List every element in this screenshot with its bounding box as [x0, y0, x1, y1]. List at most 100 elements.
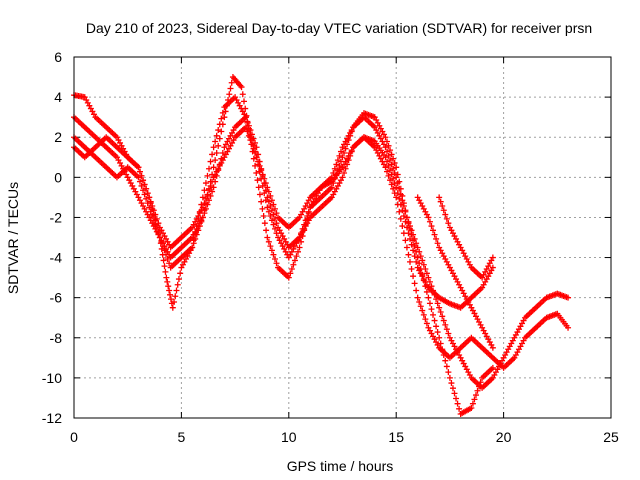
data-point — [419, 307, 426, 314]
data-point — [144, 190, 151, 197]
y-tick-label: 2 — [54, 129, 62, 145]
data-point — [149, 213, 156, 220]
data-point — [253, 154, 260, 161]
data-point — [268, 247, 275, 254]
data-point — [175, 276, 182, 283]
data-point — [408, 227, 415, 234]
data-point — [387, 147, 394, 154]
data-point — [416, 248, 423, 255]
data-point — [255, 184, 262, 191]
data-point — [206, 165, 213, 172]
data-point — [273, 260, 280, 267]
data-point — [385, 152, 392, 159]
data-point — [247, 137, 254, 144]
data-point — [448, 380, 455, 387]
data-point — [385, 172, 392, 179]
data-point — [388, 151, 395, 158]
data-point — [439, 313, 446, 320]
data-point — [204, 191, 211, 198]
data-point — [393, 184, 400, 191]
data-point — [267, 202, 274, 209]
data-point — [331, 165, 338, 172]
data-point — [437, 308, 444, 315]
data-point — [414, 244, 421, 251]
data-point — [337, 148, 344, 155]
data-point — [446, 374, 453, 381]
data-point — [407, 235, 414, 242]
data-point — [411, 280, 418, 287]
data-point — [425, 274, 432, 281]
data-point — [253, 144, 260, 151]
y-tick-label: -4 — [50, 250, 63, 266]
data-point — [153, 215, 160, 222]
data-point — [434, 300, 441, 307]
data-point — [165, 283, 172, 290]
data-point — [166, 260, 173, 267]
data-point — [216, 121, 223, 128]
data-point — [396, 195, 403, 202]
data-point — [150, 207, 157, 214]
data-point — [388, 161, 395, 168]
data-point — [210, 164, 217, 171]
data-point — [270, 221, 277, 228]
data-point — [247, 127, 254, 134]
data-point — [207, 192, 214, 199]
data-point — [454, 400, 461, 407]
data-point — [443, 326, 450, 333]
data-point — [417, 303, 424, 310]
data-point — [489, 264, 496, 271]
data-point — [264, 194, 271, 201]
data-point — [271, 255, 278, 262]
data-point — [201, 200, 208, 207]
data-point — [442, 357, 449, 364]
data-point — [135, 174, 142, 181]
data-point — [242, 124, 249, 131]
data-point — [336, 152, 343, 159]
data-point — [400, 202, 407, 209]
y-tick-label: -2 — [50, 209, 63, 225]
data-point — [428, 306, 435, 313]
data-point — [161, 263, 168, 270]
data-point — [420, 261, 427, 268]
data-point — [431, 231, 438, 238]
data-point — [144, 200, 151, 207]
data-point — [390, 165, 397, 172]
data-point — [219, 149, 226, 156]
data-point — [245, 122, 252, 129]
data-point — [469, 400, 476, 407]
data-point — [336, 162, 343, 169]
data-point — [341, 170, 348, 177]
data-point — [209, 178, 216, 185]
data-point — [430, 227, 437, 234]
data-point — [328, 184, 335, 191]
data-point — [434, 240, 441, 247]
y-tick-label: 6 — [54, 49, 62, 65]
data-point — [417, 253, 424, 260]
data-point — [250, 135, 257, 142]
data-point — [244, 128, 251, 135]
data-point — [397, 201, 404, 208]
data-point — [213, 149, 220, 156]
data-point — [174, 281, 181, 288]
data-point — [468, 404, 475, 411]
data-point — [218, 115, 225, 122]
data-point — [430, 311, 437, 318]
y-tick-label: -8 — [50, 330, 63, 346]
data-point — [264, 234, 271, 241]
data-point — [260, 213, 267, 220]
series-track-5 — [414, 194, 496, 351]
data-point — [285, 274, 292, 281]
data-point — [239, 91, 246, 98]
data-point — [210, 184, 217, 191]
data-point — [396, 208, 403, 215]
data-point — [216, 135, 223, 142]
data-point — [437, 340, 444, 347]
data-point — [206, 187, 213, 194]
data-point — [146, 194, 153, 201]
data-point — [163, 274, 170, 281]
data-point — [199, 194, 206, 201]
data-point — [382, 164, 389, 171]
data-point — [138, 172, 145, 179]
data-point — [204, 201, 211, 208]
data-point — [172, 293, 179, 300]
